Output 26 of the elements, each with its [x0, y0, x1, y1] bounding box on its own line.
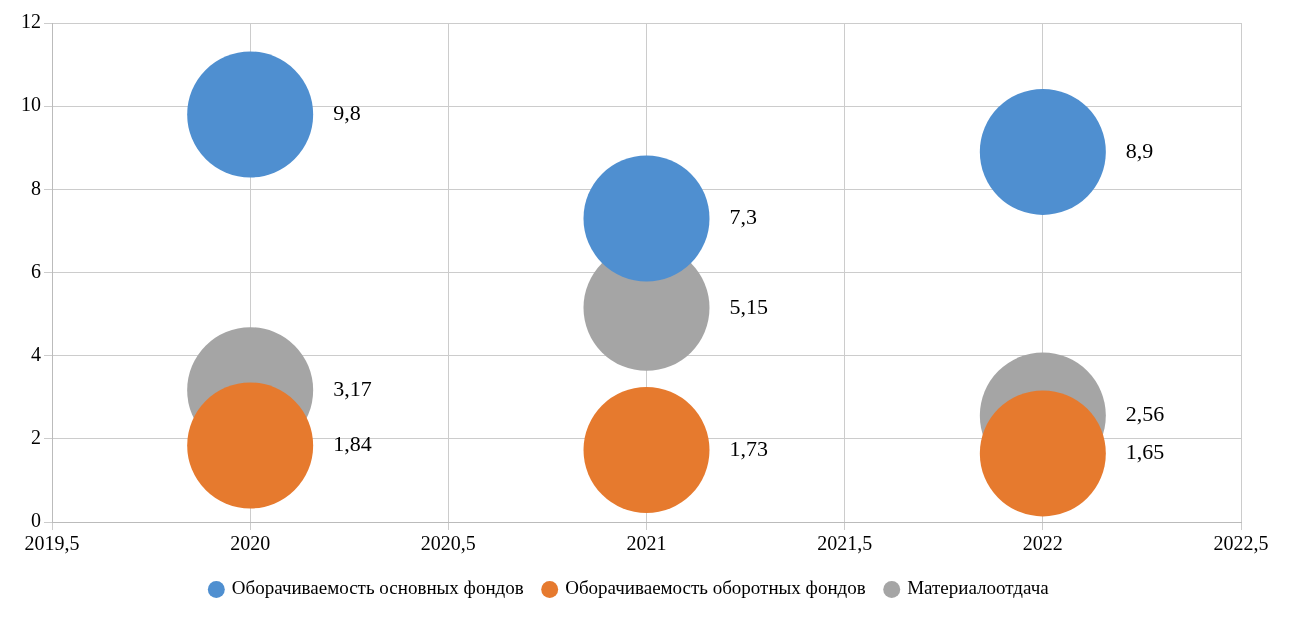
x-tick-label: 2021,5: [817, 532, 873, 555]
y-tick-label: 0: [31, 509, 41, 532]
data-label: 1,84: [333, 431, 372, 457]
data-label: 7,3: [729, 204, 757, 230]
data-label: 3,17: [333, 375, 372, 401]
y-tick-label: 12: [21, 10, 41, 33]
y-tick-label: 10: [21, 93, 41, 116]
x-tick-label: 2022,5: [1213, 532, 1269, 555]
y-tick-label: 2: [31, 426, 41, 449]
x-tick-label: 2019,5: [24, 532, 80, 555]
y-tick-label: 4: [31, 342, 41, 365]
data-label: 9,8: [333, 100, 361, 126]
data-label: 2,56: [1125, 401, 1165, 427]
legend-label: Оборачиваемость оборотных фондов: [565, 577, 866, 599]
data-label: 1,65: [1125, 439, 1165, 465]
x-tick-label: 2021: [626, 532, 667, 555]
data-label: 1,73: [729, 435, 768, 461]
data-label: 5,15: [729, 293, 768, 319]
x-tick-label: 2020: [230, 532, 271, 555]
y-tick-label: 8: [31, 176, 41, 199]
x-tick-label: 2020,5: [420, 532, 476, 555]
y-tick-label: 6: [31, 259, 41, 282]
legend-label: Оборачиваемость основных фондов: [231, 577, 524, 599]
legend-label: Материалоотдача: [907, 577, 1050, 599]
data-label: 8,9: [1125, 137, 1154, 163]
x-tick-label: 2022: [1022, 532, 1063, 555]
